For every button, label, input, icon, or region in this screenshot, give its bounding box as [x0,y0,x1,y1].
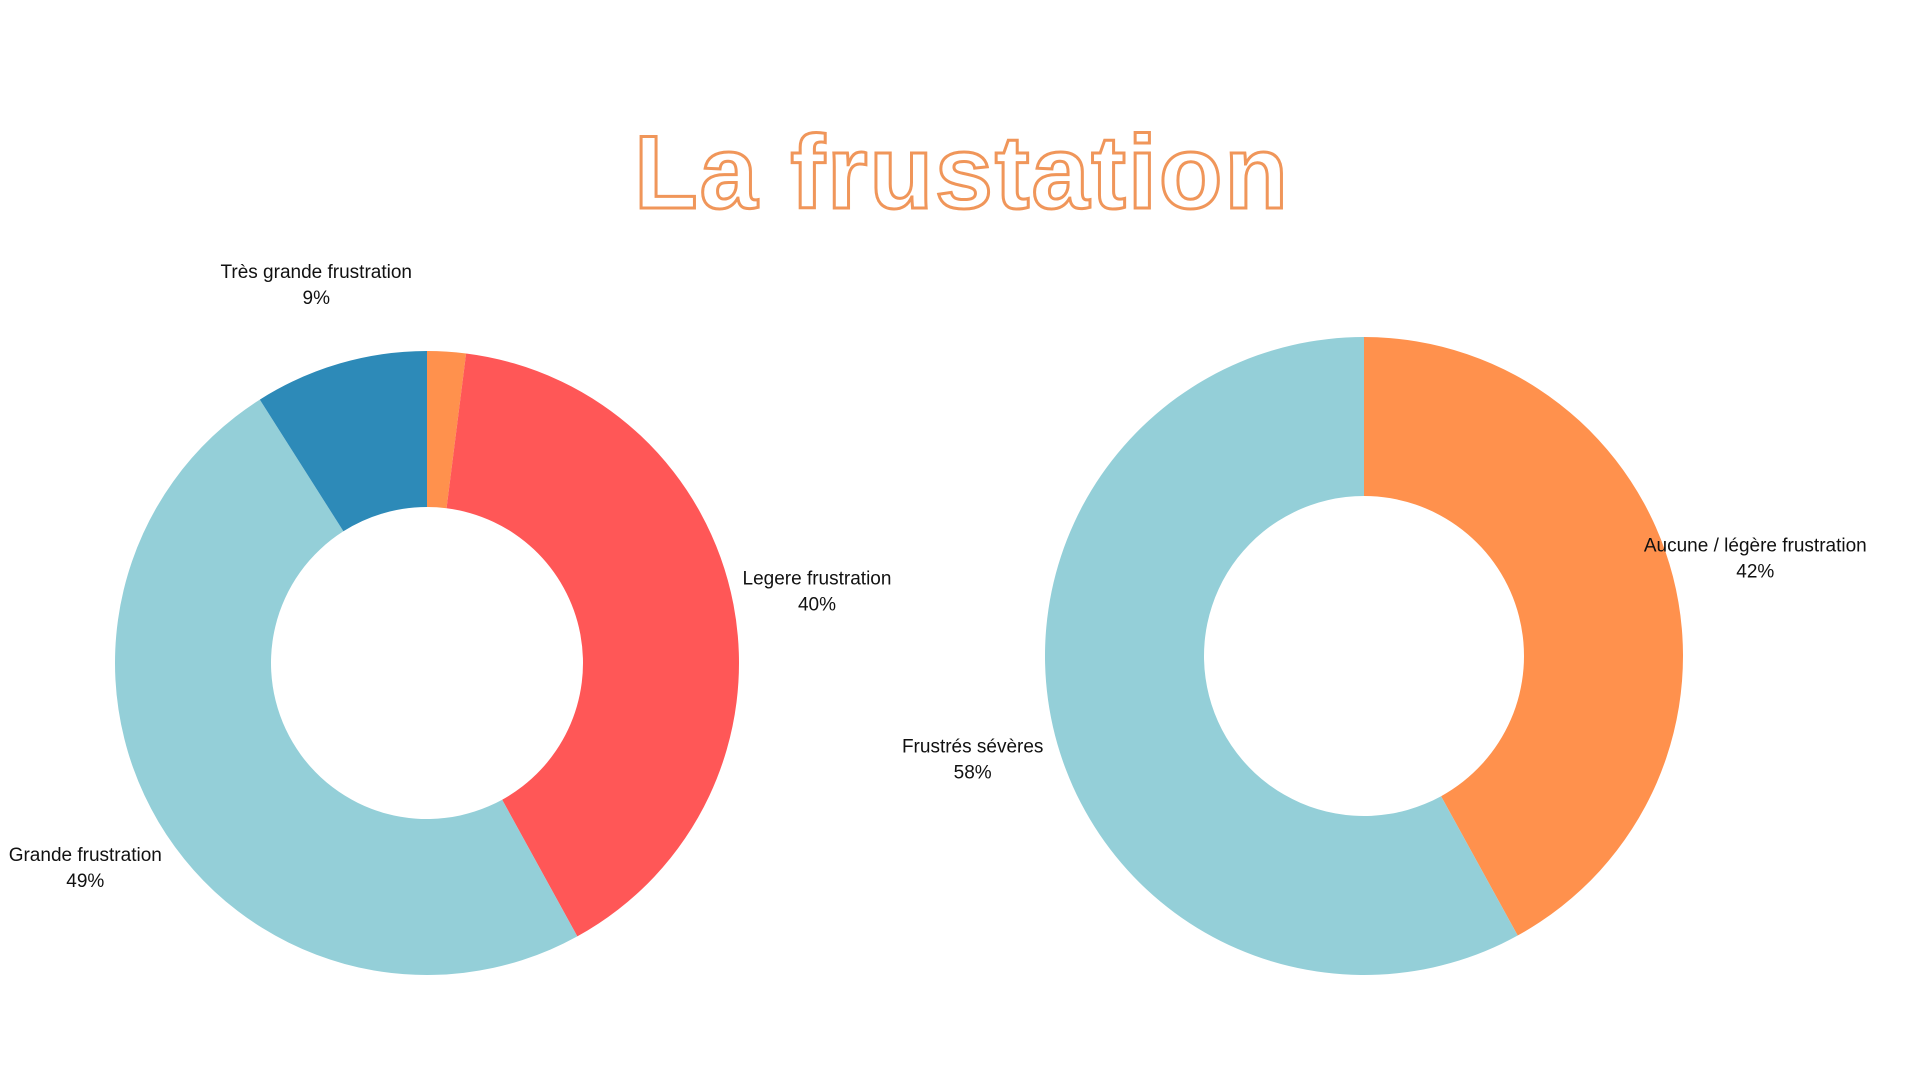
slice-value: 9% [303,288,331,309]
slice-category: Aucune / légère frustration [1644,536,1867,557]
slice-label: Aucune / légère frustration 42% [1644,536,1867,583]
slice-value: 58% [954,762,992,783]
slice-category: Frustrés sévères [902,736,1043,757]
donut-slice [1364,337,1683,936]
donut-slice [259,351,427,532]
slice-label: Grande frustration 49% [9,845,162,892]
slice-value: 40% [798,595,836,616]
donut-slice [115,399,578,975]
slice-label: Très grande frustration 9% [220,262,412,309]
slice-category: Grande frustration [9,845,162,866]
slide-title: La frustation [634,115,1290,231]
slice-category: Legere frustration [743,569,892,590]
slice-label: Legere frustration 40% [743,569,892,616]
donut-slice [446,353,739,937]
slice-value: 49% [66,871,104,892]
slice-category: Très grande frustration [220,262,412,283]
donut-slice [1044,337,1518,975]
slice-value: 42% [1736,562,1774,583]
donut-slice [427,351,467,509]
slice-label: Frustrés sévères 58% [902,736,1043,783]
